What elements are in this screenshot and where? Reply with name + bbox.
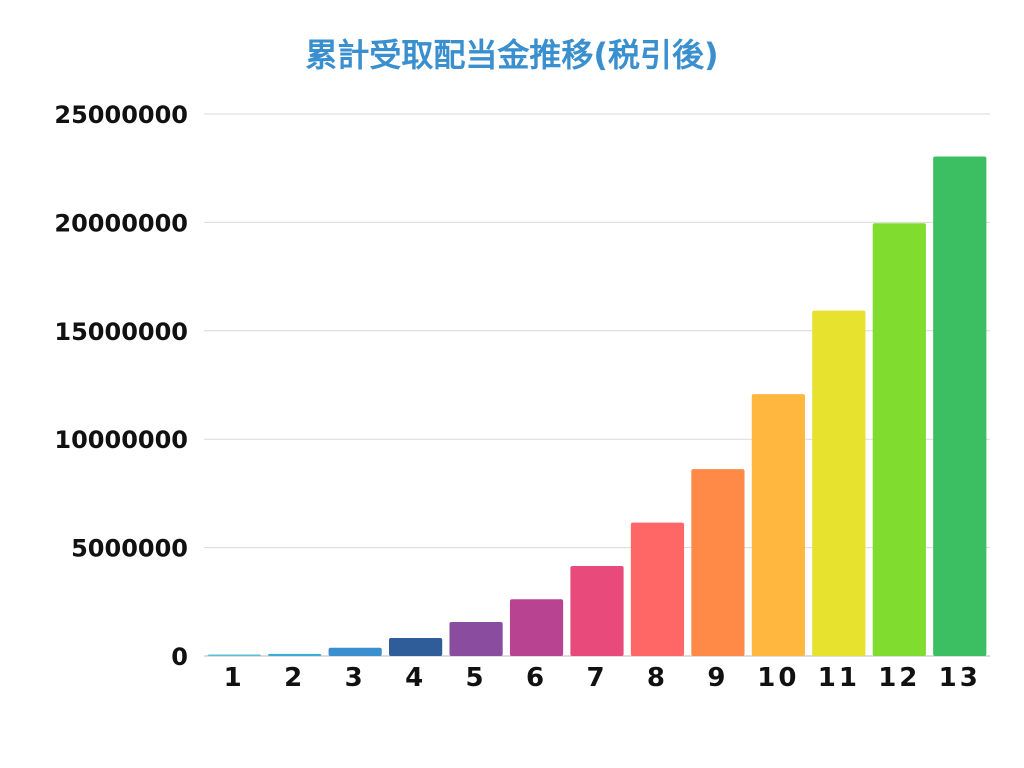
x-tick-label: 5 bbox=[466, 663, 487, 693]
y-tick-label: 5000000 bbox=[71, 535, 188, 563]
y-tick-label: 0 bbox=[171, 643, 188, 671]
x-tick-label: 8 bbox=[647, 663, 668, 693]
bar-11 bbox=[812, 310, 866, 656]
bar-12 bbox=[872, 223, 926, 656]
x-tick-label: 9 bbox=[707, 663, 728, 693]
x-tick-label: 2 bbox=[284, 663, 305, 693]
bar-10 bbox=[751, 394, 805, 656]
y-tick-label: 10000000 bbox=[54, 426, 188, 454]
y-axis-ticks: 0 5000000 10000000 15000000 20000000 25000000 bbox=[54, 101, 188, 671]
x-tick-label: 3 bbox=[345, 663, 366, 693]
x-axis-ticks: 1 2 3 4 5 6 7 8 9 10 11 12 13 bbox=[224, 663, 981, 693]
x-tick-label: 11 bbox=[818, 663, 860, 693]
bar-6 bbox=[509, 599, 564, 656]
y-tick-label: 15000000 bbox=[54, 318, 188, 346]
bar-8 bbox=[630, 522, 685, 656]
x-tick-label: 12 bbox=[878, 663, 920, 693]
y-tick-label: 20000000 bbox=[54, 209, 188, 237]
bar-4 bbox=[389, 638, 443, 656]
x-tick-label: 7 bbox=[586, 663, 607, 693]
x-tick-label: 10 bbox=[757, 663, 799, 693]
bar-9 bbox=[691, 469, 745, 656]
bars bbox=[207, 156, 987, 656]
y-tick-label: 25000000 bbox=[54, 101, 188, 129]
x-tick-label: 4 bbox=[405, 663, 426, 693]
bar-7 bbox=[570, 566, 624, 656]
chart-title: 累計受取配当金推移(税引後) bbox=[305, 36, 719, 74]
bar-13 bbox=[933, 156, 987, 656]
bar-2 bbox=[268, 653, 322, 656]
x-tick-label: 1 bbox=[224, 663, 245, 693]
x-tick-label: 6 bbox=[526, 663, 547, 693]
x-tick-label: 13 bbox=[939, 663, 981, 693]
bar-5 bbox=[449, 621, 503, 656]
bar-3 bbox=[328, 647, 382, 656]
bar-1 bbox=[207, 654, 261, 656]
